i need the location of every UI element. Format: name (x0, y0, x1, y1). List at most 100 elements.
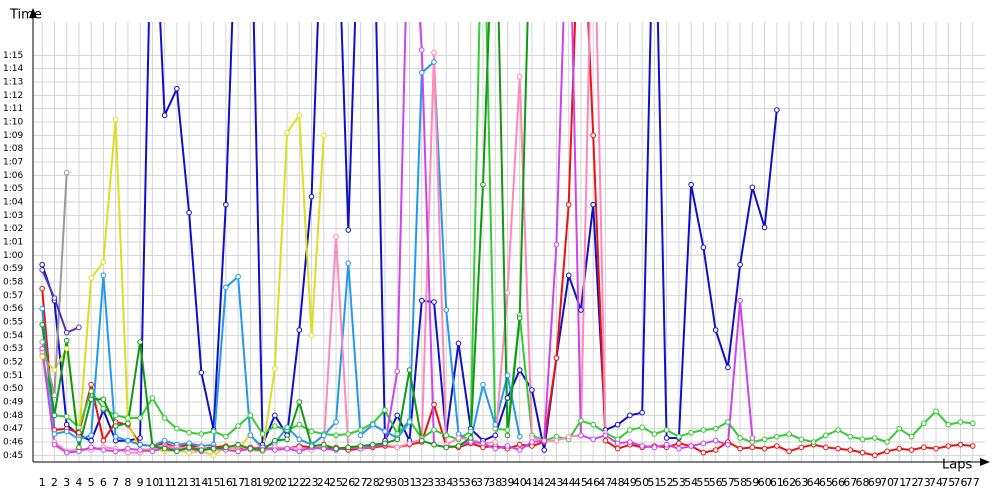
data-point (418, 69, 425, 76)
data-point (51, 367, 58, 373)
data-point (394, 436, 401, 443)
x-tick-label: 33 (427, 476, 441, 489)
data-point (394, 412, 401, 419)
x-tick-label: 32 (415, 476, 429, 489)
data-point (443, 444, 450, 451)
x-tick-label: 21 (280, 476, 294, 489)
data-point (100, 396, 107, 403)
data-point (345, 260, 352, 267)
x-tick-label: 48 (611, 476, 625, 489)
data-point (443, 432, 450, 439)
x-tick-label: 67 (843, 476, 857, 489)
y-axis-arrow (29, 8, 37, 18)
data-point (614, 421, 621, 428)
y-tick-label: 1:03 (3, 211, 23, 221)
data-point (149, 448, 156, 455)
x-tick-label: 44 (562, 476, 576, 489)
data-point (406, 419, 413, 425)
data-point (39, 285, 45, 292)
y-tick-label: 1:05 (3, 184, 23, 194)
data-point (467, 435, 474, 441)
data-point (149, 443, 156, 449)
x-tick-label: 62 (782, 476, 796, 489)
data-point (88, 437, 94, 444)
data-point (627, 412, 633, 419)
y-tick-label: 1:13 (3, 78, 23, 88)
data-point (639, 424, 645, 431)
x-tick-label: 15 (207, 476, 221, 489)
data-point (76, 444, 82, 451)
data-point (125, 437, 131, 444)
data-point (957, 419, 964, 425)
data-point (835, 445, 841, 452)
x-tick-label: 63 (794, 476, 808, 489)
x-tick-label: 73 (917, 476, 931, 489)
x-tick-label: 72 (905, 476, 919, 489)
data-point (296, 436, 303, 443)
data-point (235, 273, 241, 280)
x-tick-label: 46 (586, 476, 600, 489)
y-tick-label: 0:56 (3, 304, 23, 314)
data-point (480, 381, 486, 388)
data-point (161, 112, 168, 119)
y-tick-label: 1:08 (3, 144, 23, 154)
data-point (247, 445, 254, 452)
data-point (394, 444, 401, 451)
data-point (100, 437, 107, 444)
x-tick-label: 31 (403, 476, 417, 489)
data-point (578, 432, 584, 439)
y-tick-label: 0:51 (3, 371, 23, 381)
x-tick-label: 35 (451, 476, 465, 489)
data-point (884, 448, 890, 455)
y-tick-label: 0:46 (3, 438, 23, 448)
data-point (602, 432, 609, 439)
data-point (737, 435, 743, 441)
data-point (504, 289, 511, 296)
data-point (431, 441, 437, 448)
data-point (39, 353, 45, 360)
data-point (272, 412, 278, 419)
y-tick-label: 1:09 (3, 131, 23, 141)
data-point (39, 345, 45, 352)
data-point (541, 437, 548, 444)
x-tick-label: 7 (112, 476, 119, 489)
data-point (516, 441, 523, 448)
data-point (516, 433, 523, 440)
data-point (235, 448, 241, 455)
x-tick-label: 4 (75, 476, 82, 489)
data-point (321, 432, 327, 439)
data-point (259, 431, 266, 437)
y-tick-label: 1:06 (3, 171, 23, 181)
data-point (504, 432, 511, 439)
x-tick-label: 20 (268, 476, 282, 489)
data-point (676, 445, 682, 452)
data-point (272, 447, 278, 453)
data-point (504, 443, 511, 449)
data-point (884, 439, 890, 445)
x-tick-label: 70 (880, 476, 894, 489)
data-point (321, 441, 327, 448)
x-tick-label: 39 (500, 476, 514, 489)
data-point (627, 427, 633, 433)
x-tick-label: 12 (170, 476, 184, 489)
data-point (590, 421, 596, 428)
data-point (639, 443, 645, 449)
data-point (700, 440, 707, 447)
x-tick-label: 40 (513, 476, 527, 489)
data-point (39, 339, 45, 345)
data-point (712, 447, 719, 453)
x-tick-label: 30 (390, 476, 404, 489)
data-point (137, 441, 143, 448)
y-tick-label: 0:59 (3, 264, 23, 274)
x-tick-label: 24 (317, 476, 331, 489)
data-point (198, 431, 205, 437)
data-point (418, 437, 425, 444)
y-tick-label: 1:10 (3, 118, 23, 128)
data-point (63, 449, 70, 456)
data-point (39, 321, 45, 328)
data-point (443, 307, 450, 313)
data-point (565, 201, 572, 208)
data-point (88, 396, 94, 403)
x-tick-label: 34 (439, 476, 453, 489)
y-tick-label: 0:52 (3, 358, 23, 368)
